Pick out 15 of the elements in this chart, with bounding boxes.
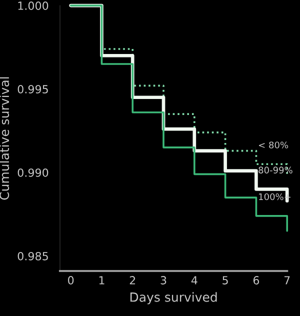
- x-tick-label: 3: [160, 276, 166, 284]
- y-tick-label: 0.995: [18, 85, 48, 94]
- series-label: < 80%: [259, 142, 288, 148]
- x-tick-label: 6: [253, 276, 260, 284]
- y-tick-label: 0.990: [18, 168, 48, 177]
- y-tick-label: 0.985: [18, 252, 48, 260]
- x-tick-label: 2: [130, 276, 136, 284]
- x-tick-label: 7: [284, 276, 290, 284]
- series-label: 80-99%: [258, 166, 292, 174]
- y-tick-label: 1.000: [18, 2, 48, 10]
- x-axis-title: Days survived: [130, 292, 217, 304]
- x-tick-label: 4: [191, 276, 198, 284]
- x-tick-label: 1: [99, 276, 104, 284]
- x-tick-label: 0: [68, 276, 74, 284]
- x-tick-label: 5: [222, 276, 228, 284]
